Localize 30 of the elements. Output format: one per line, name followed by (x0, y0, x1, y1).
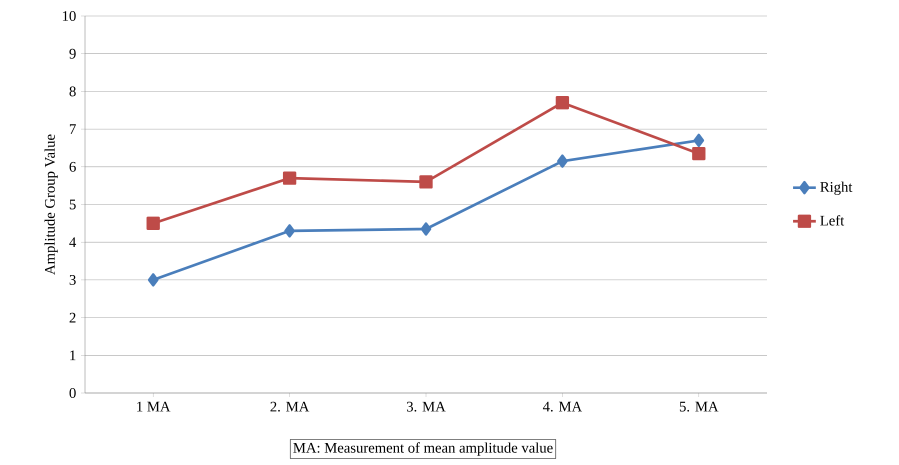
point (148, 273, 159, 287)
point (282, 171, 296, 185)
point (557, 154, 568, 168)
y-tick-label: 3 (70, 274, 76, 285)
point (284, 224, 295, 238)
x-tick-label: 2. MA (270, 402, 310, 412)
y-tick-label: 5 (70, 200, 76, 210)
y-tick-label: 4 (69, 237, 76, 248)
point (692, 146, 706, 160)
point (556, 96, 570, 110)
y-tick-label: 7 (70, 124, 76, 134)
point (420, 222, 432, 236)
x-tick-label: 3. MA (406, 402, 446, 412)
y-tick-label: 6 (70, 162, 76, 172)
text: MA: Measurement of mean amplitude value (293, 442, 553, 456)
y-tick-label: 2 (70, 312, 76, 322)
point (693, 134, 704, 148)
y-tick-label: 1 (70, 350, 76, 360)
y-tick-label: 10 (62, 11, 76, 21)
y-tick-label: 8 (70, 86, 76, 96)
y-tick-label: 0 (70, 388, 76, 398)
point (146, 216, 160, 230)
x-tick-label: 5. MA (680, 402, 718, 412)
y-axis-title: Amplitude Group Value (44, 134, 58, 275)
y-tick-label: 9 (69, 48, 76, 59)
x-tick-label: 1 MA (137, 402, 170, 412)
x-tick-label: 4. MA (542, 402, 582, 412)
legend-label: Left (820, 215, 844, 226)
legend-label: Right (820, 182, 852, 195)
point (419, 175, 433, 189)
